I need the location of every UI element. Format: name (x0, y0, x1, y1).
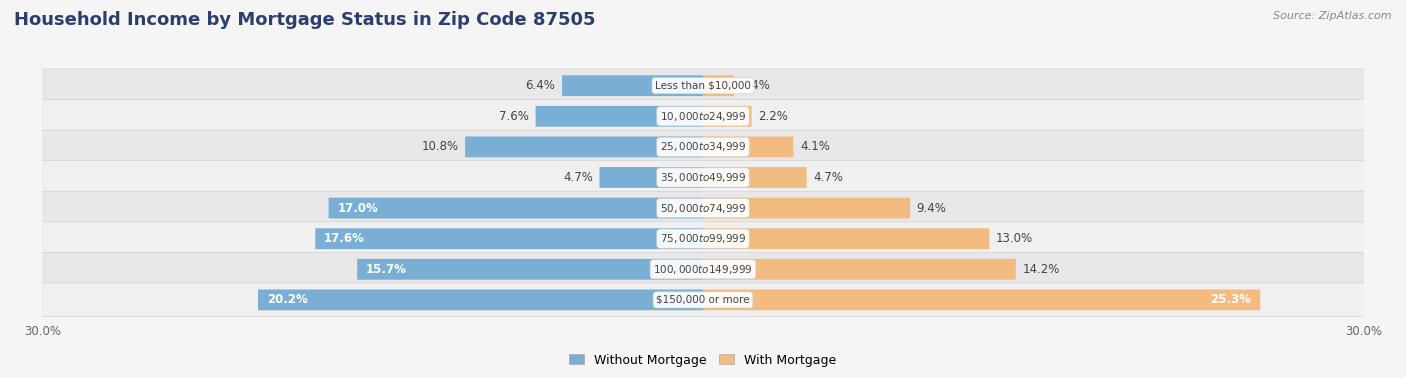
Legend: Without Mortgage, With Mortgage: Without Mortgage, With Mortgage (564, 349, 842, 372)
FancyBboxPatch shape (703, 106, 751, 127)
Text: $50,000 to $74,999: $50,000 to $74,999 (659, 201, 747, 215)
Text: Source: ZipAtlas.com: Source: ZipAtlas.com (1274, 11, 1392, 21)
Text: 1.4%: 1.4% (741, 79, 770, 92)
FancyBboxPatch shape (703, 290, 1260, 310)
FancyBboxPatch shape (703, 136, 793, 157)
FancyBboxPatch shape (35, 253, 1371, 286)
FancyBboxPatch shape (465, 136, 703, 157)
FancyBboxPatch shape (329, 198, 703, 218)
FancyBboxPatch shape (35, 130, 1371, 164)
Text: 20.2%: 20.2% (267, 293, 308, 307)
Text: 14.2%: 14.2% (1022, 263, 1060, 276)
FancyBboxPatch shape (35, 99, 1371, 133)
Text: $75,000 to $99,999: $75,000 to $99,999 (659, 232, 747, 245)
Text: $10,000 to $24,999: $10,000 to $24,999 (659, 110, 747, 123)
FancyBboxPatch shape (562, 75, 703, 96)
FancyBboxPatch shape (259, 290, 703, 310)
FancyBboxPatch shape (35, 222, 1371, 256)
Text: Household Income by Mortgage Status in Zip Code 87505: Household Income by Mortgage Status in Z… (14, 11, 596, 29)
Text: 13.0%: 13.0% (995, 232, 1033, 245)
Text: 10.8%: 10.8% (422, 140, 458, 153)
Text: 4.1%: 4.1% (800, 140, 830, 153)
FancyBboxPatch shape (703, 75, 734, 96)
FancyBboxPatch shape (35, 191, 1371, 225)
Text: 9.4%: 9.4% (917, 201, 946, 215)
Text: 2.2%: 2.2% (758, 110, 787, 123)
Text: $25,000 to $34,999: $25,000 to $34,999 (659, 140, 747, 153)
FancyBboxPatch shape (599, 167, 703, 188)
FancyBboxPatch shape (357, 259, 703, 280)
FancyBboxPatch shape (35, 69, 1371, 102)
FancyBboxPatch shape (703, 259, 1015, 280)
Text: $100,000 to $149,999: $100,000 to $149,999 (654, 263, 752, 276)
FancyBboxPatch shape (703, 167, 807, 188)
Text: 7.6%: 7.6% (499, 110, 529, 123)
Text: Less than $10,000: Less than $10,000 (655, 81, 751, 91)
Text: 17.0%: 17.0% (337, 201, 378, 215)
Text: 15.7%: 15.7% (366, 263, 406, 276)
FancyBboxPatch shape (703, 228, 990, 249)
FancyBboxPatch shape (536, 106, 703, 127)
FancyBboxPatch shape (703, 198, 910, 218)
Text: 6.4%: 6.4% (526, 79, 555, 92)
FancyBboxPatch shape (315, 228, 703, 249)
Text: $150,000 or more: $150,000 or more (657, 295, 749, 305)
FancyBboxPatch shape (35, 161, 1371, 194)
Text: 4.7%: 4.7% (813, 171, 844, 184)
FancyBboxPatch shape (35, 283, 1371, 317)
Text: 17.6%: 17.6% (325, 232, 366, 245)
Text: $35,000 to $49,999: $35,000 to $49,999 (659, 171, 747, 184)
Text: 4.7%: 4.7% (562, 171, 593, 184)
Text: 25.3%: 25.3% (1211, 293, 1251, 307)
